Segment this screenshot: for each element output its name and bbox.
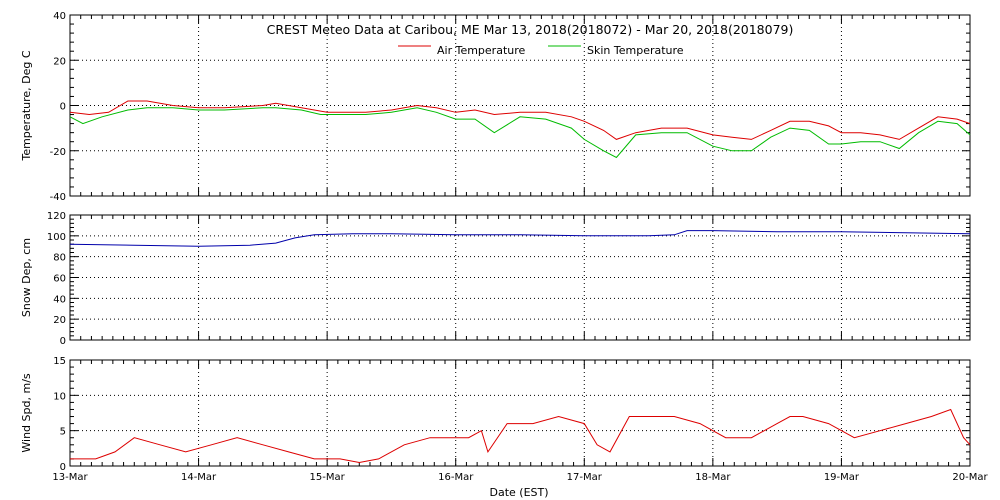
legend-label: Skin Temperature — [587, 44, 684, 57]
x-tick-label: 15-Mar — [310, 472, 346, 483]
y-tick-label: 0 — [60, 102, 66, 113]
legend-label: Air Temperature — [437, 44, 526, 57]
chart-panels: -40 -20 0 20 40 Temperature, Deg C Air Tempera… — [20, 11, 988, 483]
y-tick-label: 100 — [47, 232, 66, 243]
x-tick-label: 19-Mar — [824, 472, 860, 483]
panel-1: 0 20 40 60 80 100 120 Snow Dep, cm — [20, 211, 971, 347]
y-tick-label: -40 — [50, 192, 66, 203]
y-tick-label: 60 — [53, 274, 66, 285]
y-tick-label: -20 — [50, 147, 66, 158]
chart-title: CREST Meteo Data at Caribou, ME Mar 13, … — [267, 22, 794, 37]
panel-2: 0 5 10 15 Wind Spd, m/s — [20, 356, 971, 473]
series-line-0-0 — [69, 100, 971, 140]
y-tick-label: 120 — [47, 211, 66, 222]
y-tick-label: 20 — [53, 315, 66, 326]
x-tick-label: 17-Mar — [567, 472, 603, 483]
x-tick-label: 18-Mar — [695, 472, 731, 483]
x-tick-label: 14-Mar — [181, 472, 217, 483]
y-tick-label: 10 — [53, 391, 66, 402]
series-line-1-0 — [69, 230, 971, 247]
series-line-2-0 — [70, 408, 971, 464]
x-tick-label: 13-Mar — [52, 472, 88, 483]
y-tick-label: 40 — [53, 11, 66, 22]
series-line-0-1 — [69, 107, 971, 159]
y-tick-label: 0 — [60, 462, 66, 473]
y-tick-label: 15 — [53, 356, 66, 367]
x-tick-label: 20-Mar — [952, 472, 988, 483]
x-tick-label: 16-Mar — [438, 472, 474, 483]
y-axis-title: Temperature, Deg C — [20, 50, 33, 161]
panel-0: -40 -20 0 20 40 Temperature, Deg C Air Tempera… — [20, 11, 971, 203]
y-tick-label: 0 — [60, 336, 66, 347]
y-tick-label: 40 — [53, 294, 66, 305]
y-axis-title: Wind Spd, m/s — [20, 373, 33, 453]
y-tick-label: 20 — [53, 56, 66, 67]
y-axis-title: Snow Dep, cm — [20, 238, 33, 317]
x-axis-title: Date (EST) — [489, 486, 548, 499]
y-tick-label: 5 — [60, 427, 66, 438]
y-tick-label: 80 — [53, 253, 66, 264]
